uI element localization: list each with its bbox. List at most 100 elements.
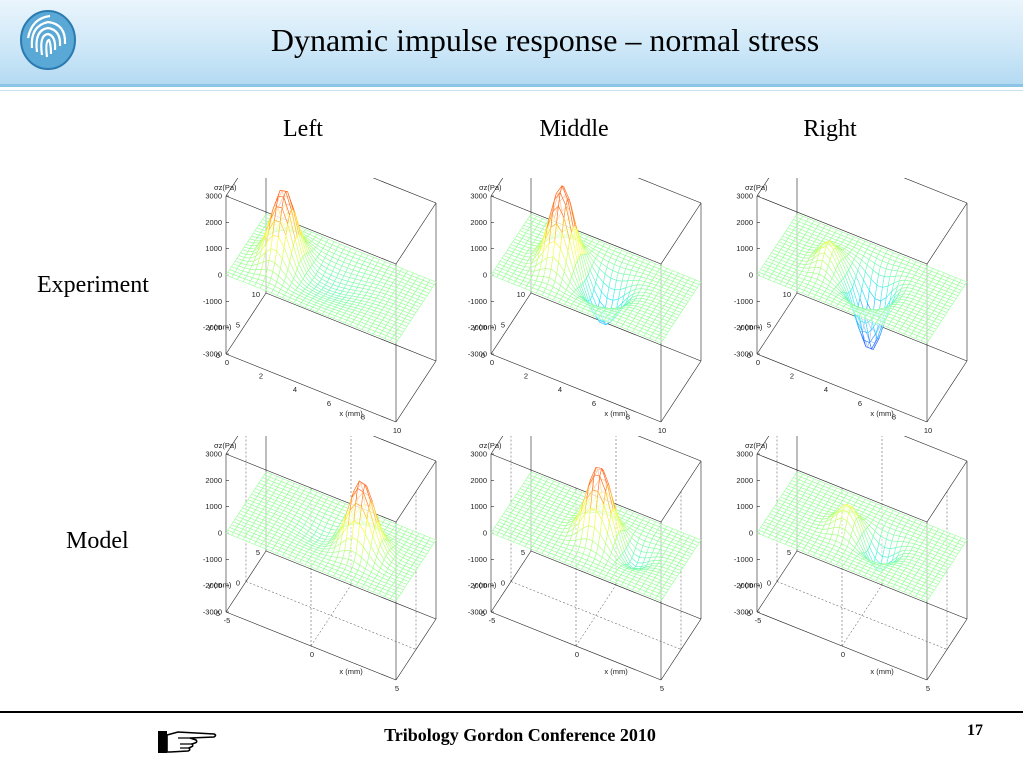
z-tick-label: -1000: [203, 297, 222, 306]
footer-divider: [0, 711, 1023, 713]
x-tick-label: 0: [575, 650, 579, 659]
page-number: 17: [967, 722, 983, 739]
x-tick-label: 6: [858, 399, 862, 408]
x-tick-label: -5: [755, 616, 762, 625]
z-axis-label: σz(Pa): [745, 441, 768, 450]
z-tick-label: -2000: [203, 581, 222, 590]
z-tick-label: -3000: [734, 350, 753, 359]
x-axis-label: x (mm): [339, 667, 363, 676]
plot-grid-lines: [510, 436, 682, 650]
z-tick-label: -1000: [468, 555, 487, 564]
z-tick-label: 1000: [205, 502, 222, 511]
z-tick-label: 2000: [470, 218, 487, 227]
surface-mesh: [225, 471, 437, 602]
z-tick-label: 2000: [736, 218, 753, 227]
z-tick-label: 3000: [470, 192, 487, 201]
surface-mesh: [490, 466, 702, 602]
z-tick-label: -2000: [734, 323, 753, 332]
header-divider: [0, 84, 1023, 87]
y-tick-label: 0: [501, 579, 505, 588]
z-tick-label: 2000: [470, 476, 487, 485]
x-tick-label: 0: [841, 650, 845, 659]
x-tick-label: 0: [310, 650, 314, 659]
y-tick-label: 0: [767, 579, 771, 588]
y-axis-label: y (mm): [208, 323, 232, 332]
x-tick-label: 0: [225, 358, 229, 367]
y-tick-label: 5: [501, 321, 505, 330]
z-tick-label: -3000: [468, 350, 487, 359]
y-tick-label: 0: [481, 351, 485, 360]
y-tick-label: 5: [521, 548, 525, 557]
y-tick-label: 0: [216, 351, 220, 360]
footer-conference: Tribology Gordon Conference 2010: [384, 725, 656, 745]
row-label-model: Model: [66, 528, 129, 554]
z-axis-label: σz(Pa): [214, 183, 237, 192]
plot-experiment-left: σz(Pa) 3000 2000 1000 0 -1000 -2000 -3000 0 2 4 6 8 1…: [196, 178, 446, 436]
z-tick-label: -1000: [468, 297, 487, 306]
y-tick-label: 0: [747, 351, 751, 360]
x-tick-label: 2: [259, 372, 263, 381]
x-tick-label: 6: [327, 399, 331, 408]
z-tick-label: -2000: [734, 581, 753, 590]
z-tick-label: -3000: [468, 608, 487, 617]
z-tick-label: 1000: [470, 244, 487, 253]
y-tick-label: 5: [256, 548, 260, 557]
slide-header: [0, 0, 1023, 84]
header-divider-thin: [0, 90, 1023, 91]
surface-mesh: [490, 184, 702, 344]
z-tick-label: 2000: [205, 218, 222, 227]
x-tick-label: 10: [924, 426, 932, 435]
plot-grid-lines: [245, 436, 417, 650]
y-tick-label: 0: [236, 579, 240, 588]
x-tick-label: 2: [790, 372, 794, 381]
z-tick-label: 0: [483, 271, 487, 280]
z-tick-label: -3000: [203, 608, 222, 617]
z-axis-label: σz(Pa): [479, 183, 502, 192]
x-tick-label: 8: [626, 412, 630, 421]
x-tick-label: 4: [293, 385, 297, 394]
z-tick-label: -2000: [468, 323, 487, 332]
z-tick-label: 1000: [205, 244, 222, 253]
y-tick-label: 10: [252, 290, 260, 299]
z-axis-label: σz(Pa): [479, 441, 502, 450]
z-tick-label: 0: [749, 271, 753, 280]
column-label-middle: Middle: [539, 116, 609, 142]
surface-mesh: [756, 471, 968, 602]
z-tick-label: 3000: [470, 450, 487, 459]
z-tick-label: -2000: [468, 581, 487, 590]
x-tick-label: -5: [224, 616, 231, 625]
y-axis-label: y (mm): [739, 323, 763, 332]
x-tick-label: -5: [489, 616, 496, 625]
surface-mesh: [756, 213, 968, 350]
plot-grid-lines: [776, 436, 948, 650]
x-tick-label: 5: [660, 684, 664, 693]
y-tick-label: 5: [787, 548, 791, 557]
z-tick-label: 1000: [736, 244, 753, 253]
column-label-right: Right: [803, 116, 857, 142]
x-axis-label: x (mm): [604, 409, 628, 418]
x-tick-label: 8: [892, 412, 896, 421]
plot-model-right: σz(Pa) 3000 2000 1000 0 -1000 -2000 -3000 -5 0 5 x …: [727, 436, 977, 694]
z-tick-label: -1000: [203, 555, 222, 564]
x-tick-label: 4: [824, 385, 828, 394]
z-tick-label: -1000: [734, 297, 753, 306]
pointing-hand-icon[interactable]: [156, 725, 218, 757]
y-tick-label: 5: [236, 321, 240, 330]
y-axis-label: y (mm): [473, 581, 497, 590]
plot-model-middle: σz(Pa) 3000 2000 1000 0 -1000 -2000 -3000 -5 0 5 x …: [461, 436, 711, 694]
column-label-left: Left: [283, 116, 323, 142]
x-axis-label: x (mm): [870, 667, 894, 676]
plot-experiment-right: σz(Pa) 3000 2000 1000 0 -1000 -2000 -3000 0 2 4 6 8 1…: [727, 178, 977, 436]
z-tick-label: -3000: [203, 350, 222, 359]
x-axis-label: x (mm): [604, 667, 628, 676]
x-axis-label: x (mm): [339, 409, 363, 418]
z-tick-label: 2000: [736, 476, 753, 485]
x-tick-label: 0: [490, 358, 494, 367]
y-axis-label: y (mm): [208, 581, 232, 590]
x-tick-label: 10: [393, 426, 401, 435]
surface-mesh: [225, 189, 437, 344]
x-tick-label: 8: [361, 412, 365, 421]
row-label-experiment: Experiment: [37, 272, 149, 298]
x-tick-label: 2: [524, 372, 528, 381]
z-tick-label: -1000: [734, 555, 753, 564]
